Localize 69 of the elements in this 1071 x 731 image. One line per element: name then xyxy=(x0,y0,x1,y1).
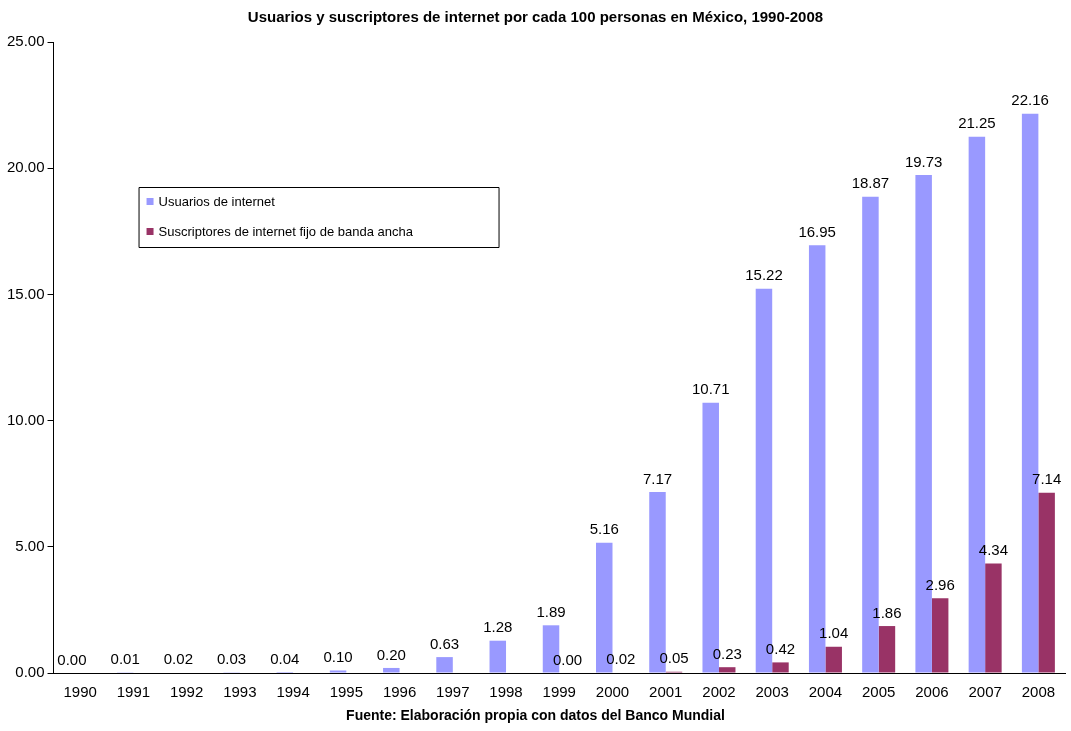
data-label: 2.96 xyxy=(925,575,955,593)
bar xyxy=(718,667,736,673)
data-label: 0.01 xyxy=(110,650,140,668)
data-label: 0.03 xyxy=(217,649,247,667)
bar xyxy=(489,640,507,673)
data-label: 0.10 xyxy=(323,648,353,666)
data-label: 0.05 xyxy=(659,649,689,667)
data-label: 5.16 xyxy=(589,520,619,538)
data-label: 1.28 xyxy=(483,618,513,636)
bar xyxy=(985,563,1002,673)
bar xyxy=(383,667,400,673)
bar xyxy=(825,646,842,673)
x-tick-label: 1990 xyxy=(63,683,97,701)
data-label: 7.14 xyxy=(1032,470,1062,488)
x-tick-label: 2006 xyxy=(915,683,949,701)
data-label: 0.20 xyxy=(376,645,406,663)
data-label: 0.00 xyxy=(552,650,583,668)
data-label: 21.25 xyxy=(958,114,996,132)
data-label: 0.63 xyxy=(429,634,460,652)
data-label: 18.87 xyxy=(851,174,890,192)
x-tick-label: 2008 xyxy=(1021,683,1056,701)
data-label: 15.22 xyxy=(745,266,783,284)
data-label: 0.23 xyxy=(712,644,742,662)
data-label: 1.89 xyxy=(536,602,566,620)
source-note: Fuente: Elaboración propia con datos del Banco Mundial xyxy=(345,707,726,723)
data-label: 0.04 xyxy=(270,649,300,667)
data-label: 0.00 xyxy=(57,650,87,668)
x-tick-label: 2001 xyxy=(649,683,683,701)
data-label: 4.34 xyxy=(978,541,1008,559)
x-tick-label: 1995 xyxy=(329,683,364,701)
data-label: 1.04 xyxy=(819,624,849,642)
x-tick-label: 2007 xyxy=(968,683,1002,701)
x-tick-label: 1997 xyxy=(436,683,470,701)
x-tick-label: 2002 xyxy=(702,683,736,701)
data-label: 7.17 xyxy=(642,469,673,487)
bar xyxy=(931,598,949,673)
y-tick-label: 5.00 xyxy=(15,536,45,554)
x-tick-label: 1994 xyxy=(276,683,310,701)
y-tick-label: 25.00 xyxy=(6,32,45,50)
data-label: 1.86 xyxy=(872,603,902,621)
y-tick-label: 0.00 xyxy=(15,663,45,681)
legend-label: Suscriptores de internet fijo de banda ancha xyxy=(158,223,414,239)
bar xyxy=(1038,492,1055,673)
data-label: 0.02 xyxy=(606,650,636,668)
data-label: 10.71 xyxy=(691,380,730,398)
data-label: 22.16 xyxy=(1011,91,1049,109)
x-tick-label: 2004 xyxy=(808,683,843,701)
bar xyxy=(772,662,789,673)
y-tick-label: 15.00 xyxy=(6,284,45,302)
bar xyxy=(878,626,896,673)
x-tick-label: 2003 xyxy=(755,683,789,701)
y-tick-label: 20.00 xyxy=(6,158,45,176)
x-tick-label: 1992 xyxy=(169,683,204,701)
x-tick-label: 2005 xyxy=(861,683,896,701)
x-tick-label: 1998 xyxy=(489,683,523,701)
x-tick-label: 1991 xyxy=(116,683,151,701)
x-tick-label: 1993 xyxy=(223,683,257,701)
chart-title: Usuarios y suscriptores de internet por cada 100 personas en México, 1990-2008 xyxy=(246,8,825,25)
bar xyxy=(436,657,453,673)
data-label: 0.42 xyxy=(765,640,796,658)
data-label: 0.02 xyxy=(163,650,193,668)
x-tick-label: 2000 xyxy=(595,683,630,701)
bar xyxy=(329,670,347,673)
y-tick-label: 10.00 xyxy=(6,410,45,428)
data-label: 19.73 xyxy=(904,152,943,170)
x-tick-label: 1996 xyxy=(382,683,417,701)
x-tick-label: 1999 xyxy=(542,683,576,701)
legend-label: Usuarios de internet xyxy=(158,193,276,209)
data-label: 16.95 xyxy=(798,222,836,240)
